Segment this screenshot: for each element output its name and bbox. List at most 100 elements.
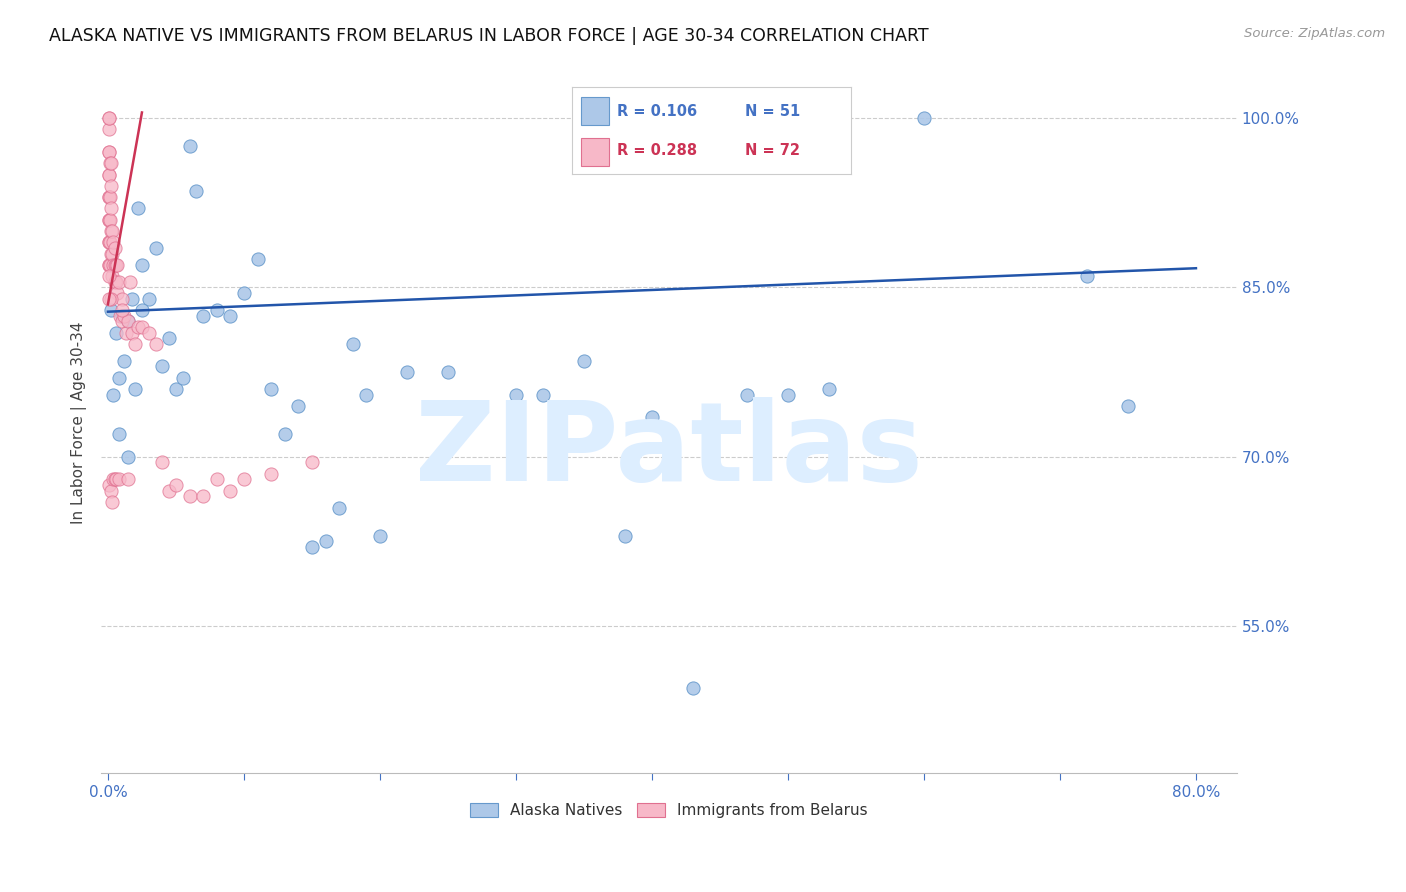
Point: [104, 472, 127, 486]
Point: [100, 156, 122, 170]
Point: [108, 275, 131, 289]
Point: [112, 353, 135, 368]
Point: [1116, 399, 1139, 413]
Point: [97, 168, 120, 182]
Point: [117, 472, 139, 486]
Point: [117, 450, 139, 464]
Point: [260, 467, 283, 481]
Text: Source: ZipAtlas.com: Source: ZipAtlas.com: [1244, 27, 1385, 40]
Point: [172, 370, 194, 384]
Point: [103, 387, 125, 401]
Point: [103, 235, 125, 250]
Point: [101, 269, 124, 284]
Point: [613, 529, 636, 543]
Point: [97, 145, 120, 159]
Point: [165, 478, 187, 492]
Point: [150, 455, 173, 469]
Point: [117, 314, 139, 328]
Point: [437, 365, 460, 379]
Point: [105, 275, 128, 289]
Text: ALASKA NATIVE VS IMMIGRANTS FROM BELARUS IN LABOR FORCE | AGE 30-34 CORRELATION : ALASKA NATIVE VS IMMIGRANTS FROM BELARUS…: [49, 27, 929, 45]
Point: [191, 489, 214, 503]
Point: [97, 122, 120, 136]
Point: [232, 286, 254, 301]
Point: [205, 303, 228, 318]
Point: [98, 235, 121, 250]
Point: [100, 224, 122, 238]
Point: [191, 309, 214, 323]
Point: [114, 326, 136, 340]
Point: [98, 478, 121, 492]
Point: [97, 190, 120, 204]
Point: [98, 258, 121, 272]
Point: [505, 387, 527, 401]
Point: [641, 410, 664, 425]
Point: [103, 258, 125, 272]
Point: [219, 483, 242, 498]
Point: [104, 275, 127, 289]
Point: [145, 336, 167, 351]
Point: [328, 500, 350, 515]
Point: [98, 111, 121, 125]
Point: [131, 258, 153, 272]
Point: [157, 331, 180, 345]
Point: [150, 359, 173, 374]
Point: [145, 241, 167, 255]
Point: [118, 275, 141, 289]
Point: [107, 258, 129, 272]
Point: [232, 472, 254, 486]
Point: [138, 326, 160, 340]
Point: [127, 320, 149, 334]
Point: [97, 258, 120, 272]
Point: [817, 382, 839, 396]
Point: [101, 246, 124, 260]
Point: [100, 303, 122, 318]
Point: [531, 387, 554, 401]
Point: [103, 472, 125, 486]
Point: [108, 472, 131, 486]
Legend: Alaska Natives, Immigrants from Belarus: Alaska Natives, Immigrants from Belarus: [464, 797, 875, 824]
Point: [98, 156, 121, 170]
Point: [131, 320, 153, 334]
Point: [464, 410, 486, 425]
Point: [368, 529, 391, 543]
Point: [101, 224, 124, 238]
Point: [112, 309, 135, 323]
Point: [396, 365, 419, 379]
Point: [315, 534, 337, 549]
Point: [127, 202, 149, 216]
Point: [117, 314, 139, 328]
Text: ZIPatlas: ZIPatlas: [415, 397, 922, 504]
Point: [1076, 269, 1098, 284]
Point: [100, 246, 122, 260]
Point: [97, 111, 120, 125]
Point: [260, 382, 283, 396]
Point: [98, 258, 121, 272]
Point: [121, 292, 143, 306]
Point: [105, 472, 128, 486]
Point: [108, 427, 131, 442]
Point: [179, 489, 201, 503]
Point: [246, 252, 269, 267]
Point: [186, 185, 208, 199]
Point: [131, 303, 153, 318]
Point: [98, 212, 121, 227]
Point: [100, 178, 122, 193]
Point: [100, 483, 122, 498]
Point: [104, 241, 127, 255]
Point: [219, 309, 242, 323]
Point: [98, 235, 121, 250]
Point: [287, 399, 309, 413]
Point: [107, 286, 129, 301]
Point: [110, 314, 132, 328]
Point: [735, 387, 758, 401]
Point: [98, 292, 121, 306]
Point: [301, 540, 323, 554]
Point: [356, 387, 378, 401]
Point: [105, 258, 128, 272]
Point: [165, 382, 187, 396]
Point: [157, 483, 180, 498]
Point: [205, 472, 228, 486]
Point: [108, 370, 131, 384]
Point: [110, 309, 132, 323]
